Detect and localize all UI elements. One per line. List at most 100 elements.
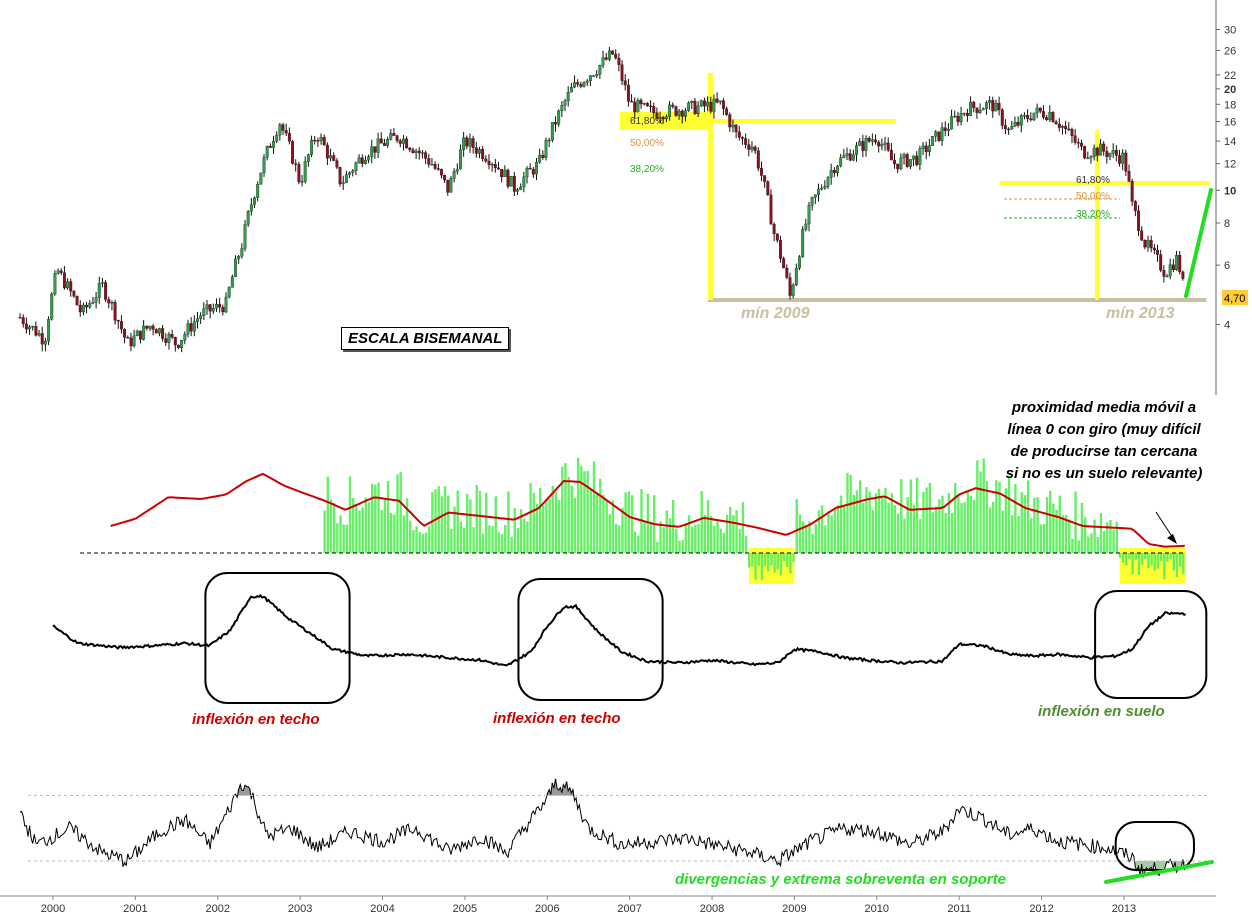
candle-body [256,184,260,198]
histogram-bar [690,526,694,553]
candle-body [921,145,925,149]
histogram-bar [836,505,840,553]
histogram-bar [523,518,526,553]
x-tick-label: 2008 [700,903,724,915]
candle-body [870,139,874,142]
candle-body [1121,152,1125,164]
candle-body [503,169,507,178]
rsi-oversold-fill [1164,860,1167,866]
candle-body [417,150,421,154]
candle-body [484,158,488,162]
candle-body [291,141,294,164]
candle-body [721,100,725,109]
histogram-bar [969,495,973,553]
candle-body [478,149,481,154]
candle-body [85,304,89,308]
candle-body [278,124,282,136]
candle-body [706,101,710,107]
candle-body [560,104,564,112]
candle-body [237,256,241,260]
histogram-bar [618,525,621,553]
candle-body [991,100,995,112]
x-tick-label: 2007 [617,903,641,915]
candle-body [325,144,329,159]
histogram-bar [576,457,580,553]
histogram-bar [595,492,599,553]
candle-body [896,163,900,170]
candle-body [110,302,114,304]
candle-body [1111,150,1115,154]
candle-body [1023,115,1026,117]
histogram-bar [377,482,380,553]
histogram-bar [919,518,922,553]
histogram-bar [1137,553,1141,575]
candle-body [576,82,580,85]
candle-body [531,169,535,175]
candle-body [78,304,82,313]
histogram-bar [532,492,535,553]
candle-body [192,321,196,332]
histogram-bar [513,507,516,553]
candle-body [443,174,447,181]
candle-body [709,101,713,112]
histogram-bar [336,523,339,553]
histogram-bar [529,483,532,553]
candle-body [959,113,963,123]
candle-body [851,154,855,161]
histogram-bar [928,482,932,553]
candle-body [573,82,576,88]
candle-body [268,146,272,148]
histogram-bar [1093,519,1096,553]
candle-body [585,80,589,83]
histogram-bar [567,476,570,553]
candle-body [582,82,586,87]
histogram-bar [564,463,567,553]
histogram-bar [722,532,726,553]
histogram-bar [1023,495,1027,553]
histogram-bar [881,495,884,553]
candle-body [18,317,22,319]
candle-body [1032,112,1036,121]
histogram-bar [412,530,415,553]
rsi-annotation: divergencias y extrema sobreventa en sop… [675,871,1006,888]
candle-body [1016,121,1020,126]
candle-body [658,117,662,119]
candle-body [161,328,165,339]
histogram-bar [621,507,624,553]
rsi-overbought-fill [551,782,554,796]
candle-body [465,137,469,147]
candle-body [918,148,922,165]
histogram-bar [1140,553,1144,565]
fib-2013-618-label: 61,80% [1076,175,1110,186]
candle-body [864,137,868,151]
rsi-overbought-fill [565,781,568,796]
candle-body [674,106,678,116]
rsi-overbought-fill [245,786,248,796]
candle-body [1105,151,1109,157]
candle-body [351,170,355,173]
candle-body [205,304,209,309]
histogram-bar [716,521,719,553]
low-2009-label: mín 2009 [741,305,810,322]
histogram-bar [633,531,637,553]
candle-body [405,138,409,149]
histogram-bar [348,476,352,553]
candle-body [1165,275,1169,278]
histogram-bar [754,553,757,580]
histogram-bar [1125,553,1128,566]
trend-line-green [1184,188,1213,298]
candle-body [47,319,51,342]
histogram-bar [786,553,789,567]
candle-body [626,84,630,102]
histogram-bar [763,553,767,567]
candle-body [1152,247,1156,251]
candle-body [173,337,177,346]
histogram-bar [713,525,716,553]
candle-body [449,178,453,193]
candle-body [804,223,808,230]
candle-body [40,333,44,345]
rsi-overbought-fill [562,784,565,796]
candle-body [829,170,833,178]
rsi-overbought-fill [548,789,551,796]
rsi-oversold-fill [1172,860,1175,869]
